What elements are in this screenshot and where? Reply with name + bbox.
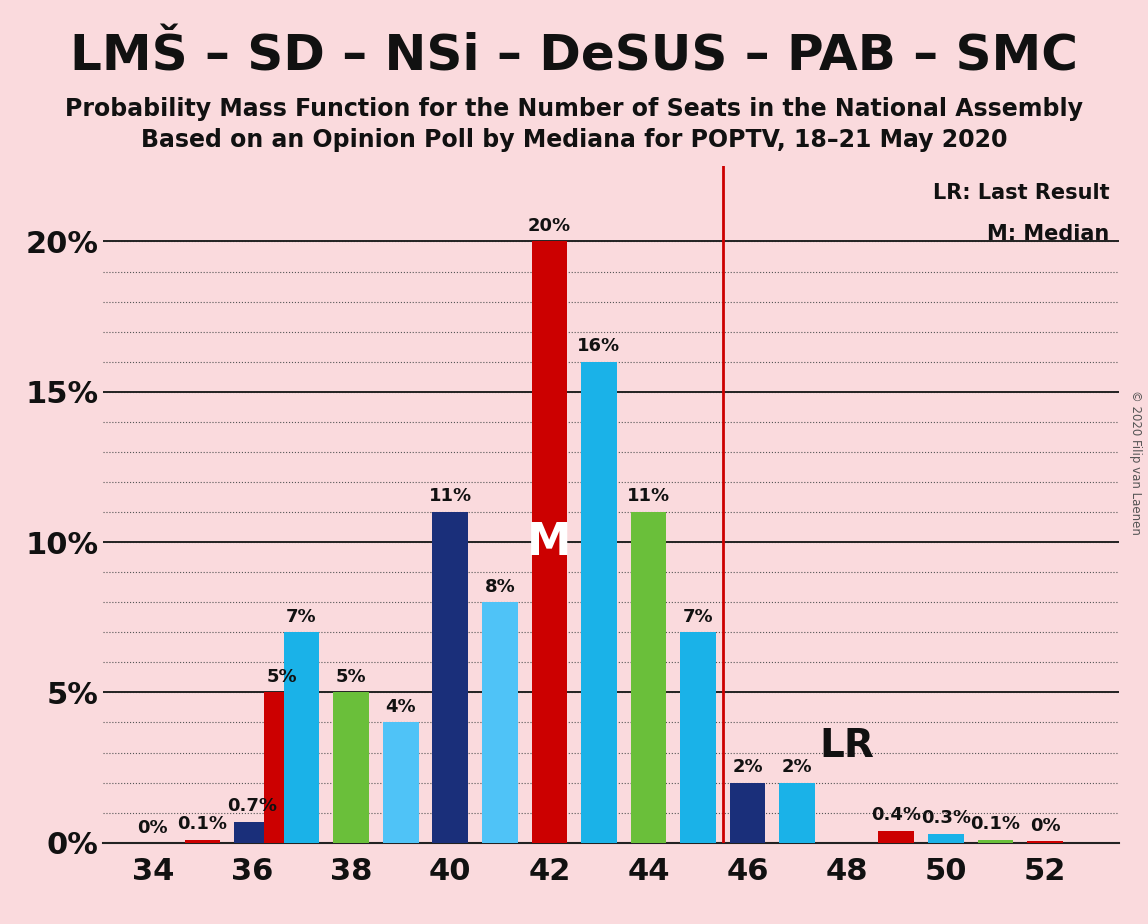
Text: LR: Last Result: LR: Last Result (932, 183, 1109, 203)
Text: 0.3%: 0.3% (921, 809, 971, 827)
Bar (878, 831, 914, 843)
Bar (730, 783, 766, 843)
Text: 20%: 20% (528, 217, 571, 235)
Text: M: M (527, 520, 572, 564)
Text: Probability Mass Function for the Number of Seats in the National Assembly: Probability Mass Function for the Number… (65, 97, 1083, 121)
Text: 11%: 11% (428, 487, 472, 505)
Bar (581, 361, 616, 843)
Text: 0.7%: 0.7% (227, 797, 277, 815)
Text: 4%: 4% (386, 698, 416, 716)
Text: 5%: 5% (336, 668, 366, 686)
Bar (928, 833, 963, 843)
Bar (333, 692, 369, 843)
Bar (779, 783, 815, 843)
Text: 7%: 7% (286, 608, 317, 626)
Bar (681, 632, 716, 843)
Text: M: Median: M: Median (987, 224, 1109, 244)
Bar (532, 241, 567, 843)
Bar (978, 840, 1014, 843)
Text: 8%: 8% (484, 578, 515, 596)
Text: 2%: 2% (732, 758, 763, 776)
Text: 0.1%: 0.1% (178, 815, 227, 833)
Bar (264, 692, 300, 843)
Text: 0.4%: 0.4% (871, 806, 922, 824)
Text: 11%: 11% (627, 487, 670, 505)
Text: 7%: 7% (683, 608, 713, 626)
Text: 0%: 0% (138, 820, 169, 837)
Bar (284, 632, 319, 843)
Bar (433, 512, 468, 843)
Bar (1027, 841, 1063, 843)
Text: 0.1%: 0.1% (970, 815, 1021, 833)
Text: 5%: 5% (266, 668, 297, 686)
Text: LR: LR (820, 727, 874, 765)
Bar (482, 602, 518, 843)
Bar (234, 821, 270, 843)
Text: LMŠ – SD – NSi – DeSUS – PAB – SMC: LMŠ – SD – NSi – DeSUS – PAB – SMC (70, 32, 1078, 80)
Bar (382, 723, 419, 843)
Bar (630, 512, 666, 843)
Text: © 2020 Filip van Laenen: © 2020 Filip van Laenen (1130, 390, 1142, 534)
Text: Based on an Opinion Poll by Mediana for POPTV, 18–21 May 2020: Based on an Opinion Poll by Mediana for … (141, 128, 1007, 152)
Text: 16%: 16% (577, 337, 620, 355)
Bar (185, 840, 220, 843)
Text: 2%: 2% (782, 758, 813, 776)
Text: 0%: 0% (1030, 817, 1061, 834)
